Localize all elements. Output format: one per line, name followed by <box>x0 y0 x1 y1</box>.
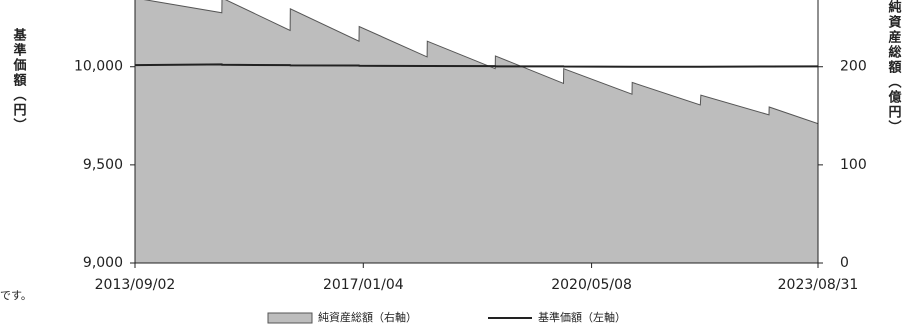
y2-tick-label: 200 <box>840 59 867 75</box>
legend-swatch <box>267 312 313 324</box>
legend-label: 純資産総額（右軸） <box>318 310 417 324</box>
x-tick-label: 2017/01/04 <box>323 277 404 293</box>
plot-area <box>135 0 818 263</box>
x-tick-label: 2023/08/31 <box>778 277 859 293</box>
nav-line <box>135 63 818 68</box>
legend-label: 基準価額（左軸） <box>538 310 626 324</box>
y-tick-label: 10,000 <box>74 59 123 75</box>
y2-axis-label: 純資産総額（億円） <box>886 0 903 135</box>
y-axis-label: 基準価額（円） <box>11 27 28 133</box>
x-tick-label: 2020/05/08 <box>551 277 632 293</box>
y-tick-label: 9,500 <box>83 157 123 173</box>
annotation: です。 <box>0 289 32 302</box>
net-assets-area <box>135 0 818 263</box>
x-tick-label: 2013/09/02 <box>95 277 176 293</box>
y2-tick-label: 0 <box>840 255 849 271</box>
y-tick-label: 9,000 <box>83 255 123 271</box>
y2-tick-label: 100 <box>840 157 867 173</box>
